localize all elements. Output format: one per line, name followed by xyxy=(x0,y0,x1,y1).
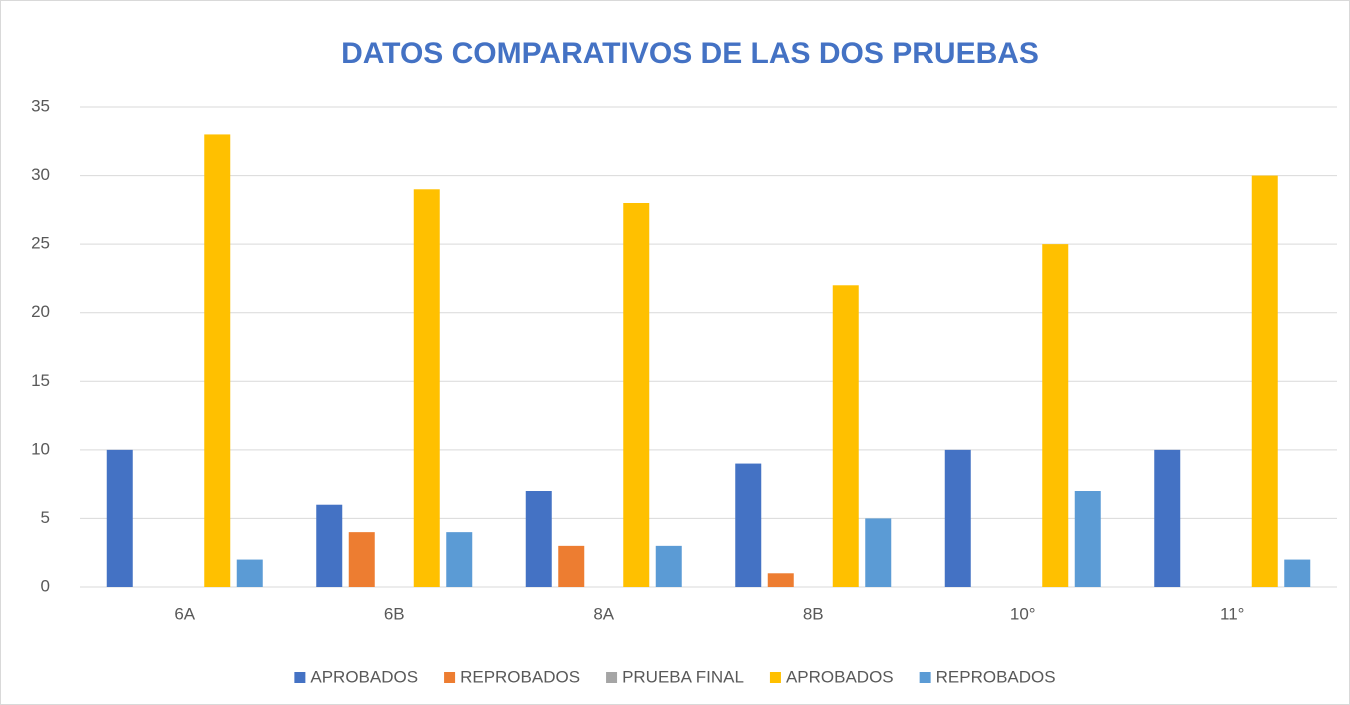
chart-title: DATOS COMPARATIVOS DE LAS DOS PRUEBAS xyxy=(341,37,1039,70)
bar xyxy=(865,518,892,587)
bar xyxy=(1154,449,1181,587)
legend-swatch xyxy=(294,672,306,683)
x-tick-label: 8B xyxy=(803,604,824,623)
legend-label: REPROBADOS xyxy=(936,667,1056,686)
legend-swatch xyxy=(606,672,618,683)
y-tick-label: 10 xyxy=(31,439,50,458)
bar xyxy=(735,463,762,587)
bar xyxy=(413,189,440,588)
legend-label: PRUEBA FINAL xyxy=(622,667,744,686)
x-tick-label: 6A xyxy=(174,604,195,623)
legend: APROBADOS REPROBADOS PRUEBA FINAL APROBADOS… xyxy=(294,667,1056,686)
y-tick-label: 0 xyxy=(41,576,50,595)
bar xyxy=(655,545,682,587)
bar xyxy=(106,449,133,587)
x-tick-label: 8A xyxy=(593,604,614,623)
y-tick-label: 15 xyxy=(31,371,50,390)
x-tick-label: 6B xyxy=(384,604,405,623)
y-tick-label: 5 xyxy=(41,508,50,527)
bar xyxy=(944,449,971,587)
bar xyxy=(1251,175,1278,588)
x-tick-label: 10° xyxy=(1010,604,1036,623)
bar xyxy=(525,491,552,587)
bar xyxy=(236,559,263,587)
bar xyxy=(1284,559,1311,587)
bar xyxy=(1074,491,1101,587)
bar xyxy=(1042,244,1069,587)
bar xyxy=(623,203,650,587)
bar xyxy=(446,532,473,587)
legend-swatch xyxy=(444,672,456,683)
bar xyxy=(204,134,231,587)
y-tick-label: 25 xyxy=(31,234,50,253)
x-tick-label: 11° xyxy=(1220,604,1244,623)
y-tick-label: 20 xyxy=(31,302,50,321)
legend-label: APROBADOS xyxy=(310,667,418,686)
bar xyxy=(767,573,794,587)
bar xyxy=(832,285,859,587)
y-tick-label: 35 xyxy=(31,96,50,115)
legend-swatch xyxy=(769,672,781,683)
legend-label: APROBADOS xyxy=(786,667,894,686)
bar xyxy=(348,532,375,587)
bar xyxy=(558,545,585,587)
y-tick-label: 30 xyxy=(31,165,50,184)
bar xyxy=(316,504,343,587)
legend-label: REPROBADOS xyxy=(460,667,580,686)
legend-swatch xyxy=(919,672,931,683)
